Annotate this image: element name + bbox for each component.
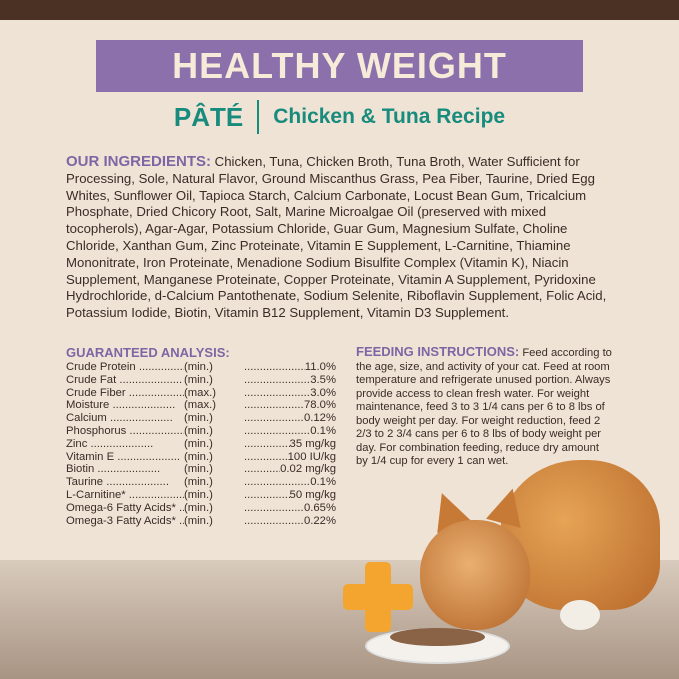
nutrient-qualifier: (min.)	[184, 373, 213, 386]
nutrient-name: Omega-6 Fatty Acids* ...................…	[66, 501, 184, 514]
divider	[257, 100, 260, 134]
feeding-heading: FEEDING INSTRUCTIONS:	[356, 344, 520, 359]
analysis-row: Omega-3 Fatty Acids* ...................…	[66, 515, 336, 528]
analysis-row: Crude Protein ....................(min.)…	[66, 361, 336, 374]
nutrient-value: 0.1%	[310, 424, 336, 437]
nutrient-name: Moisture ....................	[66, 399, 176, 412]
nutrient-qualifier: (min.)	[184, 488, 213, 501]
nutrient-value: 3.0%	[310, 386, 336, 399]
title-banner: HEALTHY WEIGHT	[96, 40, 583, 92]
ingredients-heading: OUR INGREDIENTS:	[66, 153, 212, 170]
dot-leader: ........................................	[244, 437, 290, 450]
dot-leader: ........................................	[244, 501, 304, 514]
feeding-instructions: FEEDING INSTRUCTIONS: Feed according to …	[356, 345, 612, 469]
nutrient-value: 3.5%	[310, 373, 336, 386]
food	[390, 628, 485, 646]
nutrient-value: 50 mg/kg	[289, 488, 336, 501]
nutrient-value: 0.1%	[310, 476, 336, 489]
nutrient-name: Omega-3 Fatty Acids* ...................…	[66, 514, 184, 527]
recipe-name: Chicken & Tuna Recipe	[273, 105, 506, 128]
format-label: PÂTÉ	[173, 101, 244, 132]
nutrient-name: Calcium ....................	[66, 412, 173, 425]
nutrient-value: 0.12%	[303, 412, 336, 425]
analysis-row: Phosphorus .................... (min.)...…	[66, 425, 336, 438]
nutrient-value: 35 mg/kg	[289, 437, 336, 450]
analysis-row: Moisture .................... (max.).....…	[66, 399, 336, 412]
dot-leader: ........................................	[244, 399, 304, 412]
cat-head	[420, 520, 530, 630]
nutrient-value: 0.65%	[303, 501, 336, 514]
dot-leader: ........................................	[244, 476, 310, 489]
nutrient-qualifier: (min.)	[184, 514, 213, 527]
analysis-row: Omega-6 Fatty Acids* ...................…	[66, 502, 336, 515]
analysis-row: L-Carnitine* .................... (min.).…	[66, 489, 336, 502]
nutrient-qualifier: (max.)	[184, 386, 217, 399]
nutrient-value: 0.02 mg/kg	[280, 463, 336, 476]
dot-leader: ........................................	[244, 373, 310, 386]
nutrient-name: Crude Protein ....................	[66, 361, 184, 373]
dot-leader: ........................................	[244, 450, 288, 463]
dot-leader: ........................................	[244, 424, 310, 437]
nutrient-qualifier: (min.)	[184, 450, 213, 463]
nutrient-name: Zinc ....................	[66, 437, 154, 450]
nutrient-name: Biotin ....................	[66, 463, 161, 476]
nutrient-name: Phosphorus ....................	[66, 424, 184, 437]
nutrient-qualifier: (min.)	[184, 463, 213, 476]
analysis-row: Zinc .................... (min.).........…	[66, 438, 336, 451]
ingredients: OUR INGREDIENTS: Chicken, Tuna, Chicken …	[66, 153, 618, 322]
dot-leader: ........................................	[244, 463, 280, 476]
analysis-row: Calcium .................... (min.)......…	[66, 412, 336, 425]
dot-leader: ........................................	[244, 361, 305, 373]
nutrient-qualifier: (min.)	[184, 501, 213, 514]
nutrient-qualifier: (min.)	[184, 437, 213, 450]
nutrient-name: Vitamin E ....................	[66, 450, 181, 463]
guaranteed-analysis: GUARANTEED ANALYSIS: Crude Protein .....…	[66, 345, 336, 527]
nutrient-value: 78.0%	[303, 399, 336, 412]
nutrient-name: Crude Fiber ....................	[66, 386, 184, 399]
analysis-row: Crude Fat .................... (min.)....…	[66, 374, 336, 387]
dot-leader: ........................................	[244, 488, 290, 501]
analysis-row: Crude Fiber .................... (max.)..…	[66, 387, 336, 400]
nutrient-name: L-Carnitine* ....................	[66, 488, 184, 501]
analysis-row: Biotin .................... (min.).......…	[66, 463, 336, 476]
plus-icon	[343, 562, 413, 632]
dot-leader: ........................................	[244, 514, 304, 527]
nutrient-value: 0.22%	[303, 514, 336, 527]
nutrient-name: Taurine ....................	[66, 476, 169, 489]
nutrient-value: 11.0%	[304, 361, 336, 373]
dot-leader: ........................................	[244, 386, 310, 399]
dot-leader: ........................................	[244, 412, 304, 425]
analysis-row: Vitamin E .................... (min.)....…	[66, 451, 336, 464]
nutrient-qualifier: (min.)	[184, 424, 213, 437]
nutrient-name: Crude Fat ....................	[66, 373, 183, 386]
subtitle: PÂTÉ Chicken & Tuna Recipe	[0, 100, 679, 134]
analysis-heading: GUARANTEED ANALYSIS:	[66, 345, 230, 360]
nutrient-qualifier: (min.)	[184, 476, 213, 489]
nutrient-value: 100 IU/kg	[287, 450, 336, 463]
ingredients-text: Chicken, Tuna, Chicken Broth, Tuna Broth…	[66, 154, 607, 321]
nutrient-qualifier: (min.)	[184, 361, 213, 373]
top-bar	[0, 0, 679, 20]
analysis-row: Taurine .................... (min.)......…	[66, 476, 336, 489]
nutrient-qualifier: (min.)	[184, 412, 213, 425]
cat-paw	[560, 600, 600, 630]
nutrient-qualifier: (max.)	[184, 399, 217, 412]
banner-title: HEALTHY WEIGHT	[172, 45, 507, 86]
feeding-text: Feed according to the age, size, and act…	[356, 347, 612, 467]
